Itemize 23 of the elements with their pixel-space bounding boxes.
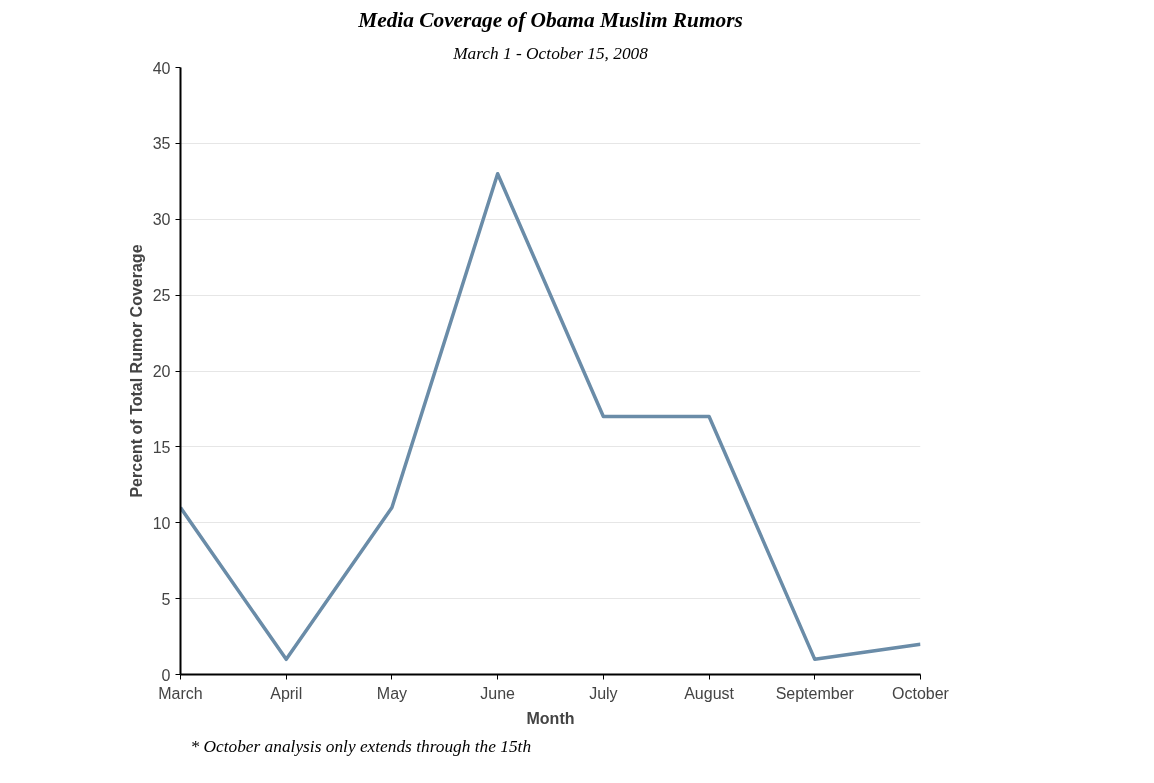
- y-tick-label: 35: [152, 135, 171, 153]
- y-axis-title: Percent of Total Rumor Coverage: [127, 244, 145, 498]
- y-tick-label: 15: [152, 438, 171, 456]
- y-tick-label: 0: [161, 666, 171, 684]
- x-tick-label: October: [892, 684, 950, 702]
- y-tick-label: 5: [161, 590, 171, 608]
- x-tick-label: March: [158, 684, 203, 702]
- y-tick-label: 20: [152, 363, 171, 380]
- x-tick-label: May: [376, 684, 408, 702]
- chart-subtitle: March 1 - October 15, 2008: [452, 43, 649, 63]
- y-tick-label: 40: [152, 59, 171, 77]
- y-tick-label: 30: [152, 211, 171, 229]
- x-tick-label: August: [684, 684, 735, 702]
- text: * October analysis only extends through the 15th: [190, 736, 532, 756]
- y-tick-label: 25: [152, 287, 171, 305]
- x-tick-label: September: [775, 684, 855, 702]
- y-tick-label: 10: [152, 514, 171, 532]
- x-tick-label: June: [480, 684, 516, 702]
- x-tick-label: April: [270, 684, 303, 702]
- chart-title: Media Coverage of Obama Muslim Rumors: [357, 7, 743, 32]
- line-series: [180, 171, 921, 662]
- x-axis-title: Month: [526, 709, 575, 727]
- x-tick-label: July: [589, 684, 618, 702]
